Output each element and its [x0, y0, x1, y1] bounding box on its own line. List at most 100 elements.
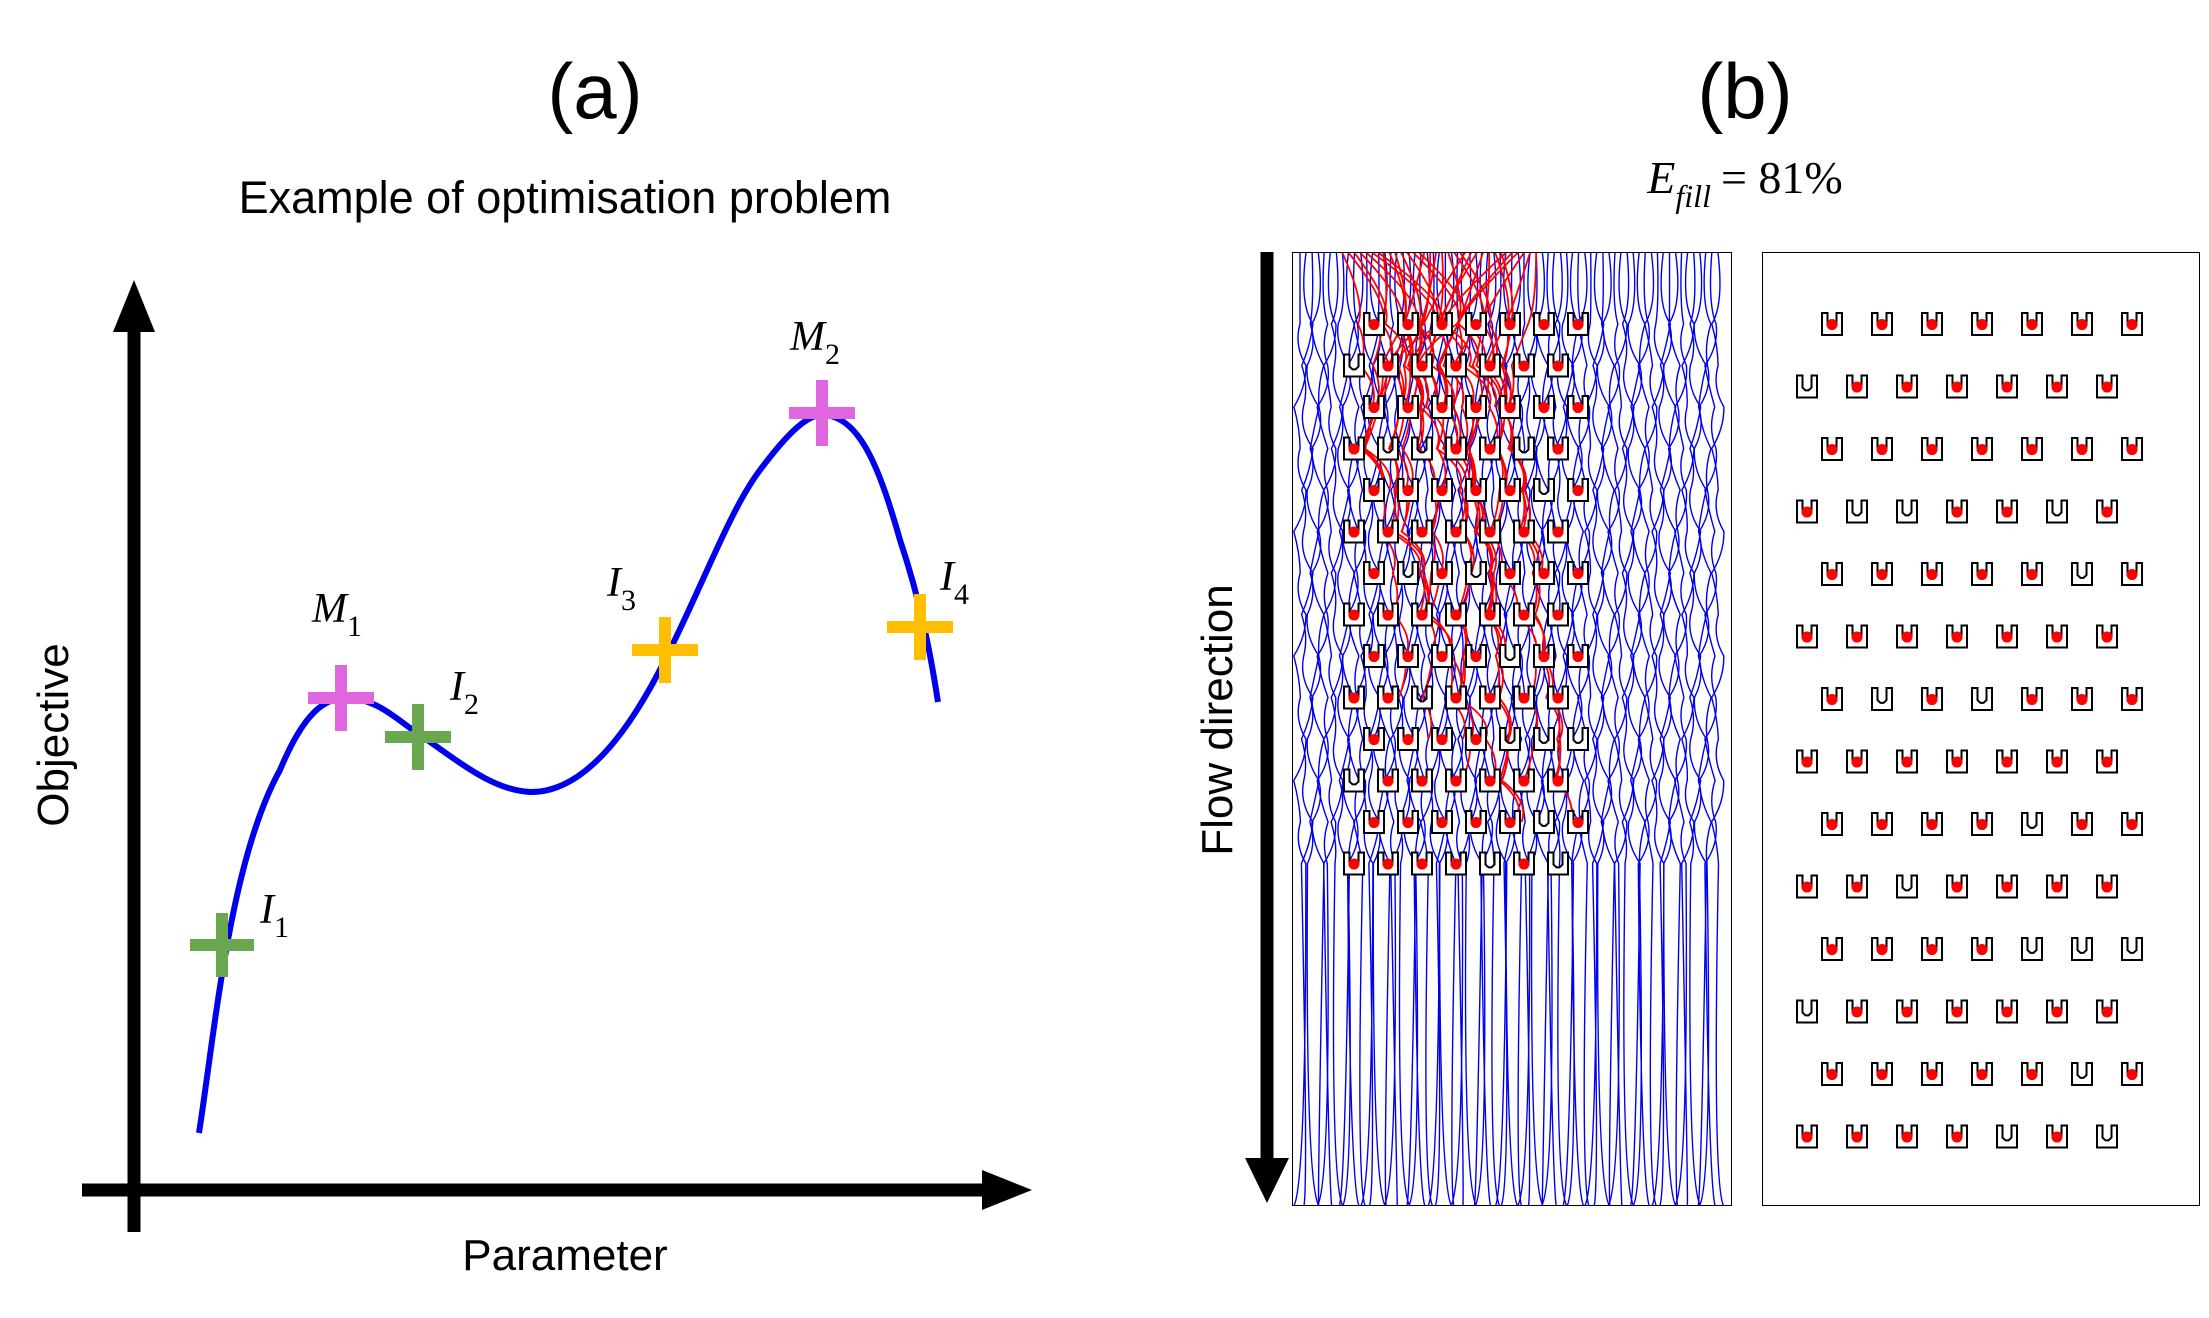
- trap: [1896, 624, 1918, 649]
- trap: [1343, 602, 1365, 627]
- trap: [2121, 1062, 2143, 1086]
- captured-particle: [1382, 775, 1394, 787]
- captured-particle: [1826, 444, 1838, 456]
- captured-particle: [1801, 631, 1813, 643]
- captured-particle: [1484, 775, 1496, 787]
- trap: [1411, 602, 1433, 627]
- captured-particle: [2051, 631, 2063, 643]
- captured-particle: [1951, 631, 1963, 643]
- trap: [1921, 437, 1943, 461]
- captured-particle: [1368, 568, 1380, 580]
- trap: [1533, 727, 1555, 751]
- captured-particle: [1538, 568, 1550, 580]
- captured-particle: [2001, 756, 2013, 768]
- trap: [1479, 768, 1501, 793]
- captured-particle: [1826, 944, 1838, 956]
- captured-particle: [1436, 568, 1448, 580]
- trap: [1363, 727, 1385, 751]
- captured-particle: [2101, 381, 2113, 393]
- captured-particle: [2076, 819, 2088, 831]
- trap: [1445, 602, 1467, 627]
- trap: [1921, 812, 1943, 836]
- trap: [1445, 768, 1467, 793]
- captured-particle: [1368, 402, 1380, 414]
- trap: [1343, 436, 1365, 461]
- captured-particle: [1402, 402, 1414, 414]
- trap: [1411, 353, 1433, 378]
- captured-particle: [1402, 651, 1414, 663]
- trap: [1846, 999, 1868, 1024]
- captured-particle: [1801, 506, 1813, 518]
- efficiency-label: Efill = 81%: [1646, 152, 1842, 214]
- trap: [1499, 727, 1521, 751]
- cross-I2: [385, 704, 451, 770]
- trap: [1465, 561, 1487, 585]
- trap: [1821, 937, 1843, 961]
- captured-particle: [1416, 360, 1428, 372]
- trap: [1871, 312, 1893, 336]
- captured-particle: [1382, 360, 1394, 372]
- captured-particle: [1402, 817, 1414, 829]
- trap: [1513, 602, 1535, 627]
- captured-particle: [1926, 319, 1938, 331]
- captured-particle: [1450, 609, 1462, 621]
- flow-arrow-head: [1245, 1158, 1289, 1203]
- captured-particle: [1368, 485, 1380, 497]
- captured-particle: [1826, 319, 1838, 331]
- captured-particle: [1851, 631, 1863, 643]
- captured-particle: [1450, 692, 1462, 704]
- trap: [1377, 851, 1399, 876]
- fluid-streamline: [1607, 252, 1621, 1206]
- trap: [2096, 499, 2118, 524]
- trap: [1411, 768, 1433, 793]
- fluid-streamline: [1688, 252, 1702, 1206]
- captured-particle: [1470, 651, 1482, 663]
- captured-particle: [2026, 319, 2038, 331]
- captured-particle: [2101, 506, 2113, 518]
- captured-particle: [2126, 444, 2138, 456]
- captured-particle: [1901, 1006, 1913, 1018]
- captured-particle: [2101, 631, 2113, 643]
- trap: [1397, 561, 1419, 585]
- captured-particle: [1876, 569, 1888, 581]
- captured-particle: [1572, 651, 1584, 663]
- captured-particle: [1368, 651, 1380, 663]
- captured-particle: [1382, 858, 1394, 870]
- trap: [1796, 499, 1818, 524]
- captured-particle: [1951, 506, 1963, 518]
- svg-text:I3: I3: [606, 560, 636, 617]
- fluid-streamline: [1680, 252, 1695, 1206]
- x-axis-arrowhead: [982, 1170, 1032, 1210]
- captured-particle: [1538, 402, 1550, 414]
- trap: [2096, 624, 2118, 649]
- trap: [1513, 436, 1535, 461]
- captured-particle: [1926, 444, 1938, 456]
- trap: [1479, 436, 1501, 461]
- trap: [2071, 937, 2093, 961]
- trap: [1377, 685, 1399, 710]
- x-axis-label: Parameter: [462, 1231, 667, 1280]
- marker-M1-letter: M: [311, 586, 349, 632]
- trap: [1343, 851, 1365, 876]
- captured-particle: [1518, 692, 1530, 704]
- cross-I3: [632, 617, 698, 683]
- captured-particle: [1436, 817, 1448, 829]
- trap: [1397, 644, 1419, 668]
- trap: [2071, 1062, 2093, 1086]
- captured-particle: [1951, 756, 1963, 768]
- trap: [1796, 624, 1818, 649]
- marker-I4: I4: [887, 554, 969, 660]
- trap: [1445, 519, 1467, 544]
- trap: [1996, 874, 2018, 899]
- captured-particle: [1402, 485, 1414, 497]
- trap: [1946, 874, 1968, 899]
- trap: [1946, 1124, 1968, 1149]
- captured-particle: [1951, 881, 1963, 893]
- captured-particle: [2126, 1069, 2138, 1081]
- trap: [1377, 768, 1399, 793]
- trap: [1411, 851, 1433, 876]
- panel-a-tag: (a): [547, 47, 642, 135]
- captured-particle: [1382, 692, 1394, 704]
- marker-M1-sub: 1: [347, 610, 362, 643]
- trap-array-right: [1796, 312, 2143, 1149]
